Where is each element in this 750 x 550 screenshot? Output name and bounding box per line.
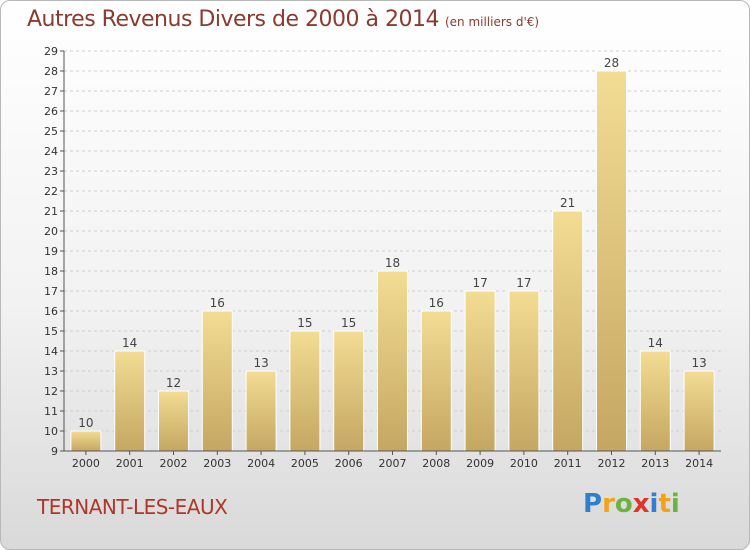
data-label: 14 bbox=[122, 336, 137, 350]
y-tick-label: 22 bbox=[44, 185, 58, 198]
data-label: 28 bbox=[604, 56, 619, 70]
unit-text: (en milliers d'€) bbox=[444, 15, 540, 29]
y-tick-label: 16 bbox=[44, 305, 58, 318]
y-tick-label: 20 bbox=[44, 225, 58, 238]
x-tick-label: 2012 bbox=[598, 457, 626, 470]
x-tick-label: 2004 bbox=[247, 457, 275, 470]
data-label: 13 bbox=[691, 356, 706, 370]
bar bbox=[289, 330, 321, 452]
city-name: TERNANT-LES-EAUX bbox=[37, 495, 228, 519]
y-tick-label: 15 bbox=[44, 325, 58, 338]
logo-letter: x bbox=[632, 489, 650, 519]
y-tick-label: 23 bbox=[44, 165, 58, 178]
logo-letter: t bbox=[658, 489, 671, 519]
y-tick-label: 24 bbox=[44, 145, 58, 158]
y-tick-label: 17 bbox=[44, 285, 58, 298]
y-tick-label: 14 bbox=[44, 345, 58, 358]
bar bbox=[158, 390, 189, 452]
bar bbox=[420, 310, 452, 452]
y-tick-label: 21 bbox=[44, 205, 58, 218]
bar bbox=[201, 310, 233, 452]
x-tick-label: 2008 bbox=[422, 457, 450, 470]
x-tick-label: 2013 bbox=[641, 457, 669, 470]
x-tick-label: 2011 bbox=[554, 457, 582, 470]
y-tick-label: 27 bbox=[44, 85, 58, 98]
y-tick-label: 29 bbox=[44, 45, 58, 58]
x-tick-label: 2001 bbox=[116, 457, 144, 470]
y-tick-label: 28 bbox=[44, 65, 58, 78]
y-tick-label: 11 bbox=[44, 405, 58, 418]
y-tick-label: 26 bbox=[44, 105, 58, 118]
x-tick-label: 2000 bbox=[72, 457, 100, 470]
y-tick-label: 18 bbox=[44, 265, 58, 278]
data-label: 14 bbox=[648, 336, 663, 350]
data-label: 16 bbox=[210, 296, 225, 310]
bar bbox=[464, 290, 496, 452]
bar bbox=[552, 210, 584, 452]
y-tick-label: 25 bbox=[44, 125, 58, 138]
x-tick-label: 2003 bbox=[203, 457, 231, 470]
data-label: 13 bbox=[253, 356, 268, 370]
y-tick-label: 10 bbox=[44, 425, 58, 438]
data-label: 10 bbox=[78, 416, 93, 430]
x-tick-label: 2002 bbox=[160, 457, 188, 470]
x-tick-label: 2006 bbox=[335, 457, 363, 470]
y-tick-label: 19 bbox=[44, 245, 58, 258]
data-label: 16 bbox=[429, 296, 444, 310]
logo-letter: i bbox=[649, 489, 659, 519]
bar bbox=[70, 430, 102, 452]
bars bbox=[70, 70, 715, 452]
x-tick-label: 2014 bbox=[685, 457, 713, 470]
data-labels: 10 14 12 16 13 15 15 18 16 17 17 21 28 14 13 bbox=[78, 56, 706, 430]
data-label: 21 bbox=[560, 196, 575, 210]
data-label: 15 bbox=[297, 316, 312, 330]
chart-title: Autres Revenus Divers de 2000 à 2014 (en … bbox=[27, 7, 539, 32]
bar bbox=[377, 270, 408, 452]
logo-letter: i bbox=[670, 489, 680, 519]
y-tick-label: 13 bbox=[44, 365, 58, 378]
data-label: 12 bbox=[166, 376, 181, 390]
logo-letter: r bbox=[602, 489, 615, 519]
bar bbox=[639, 350, 671, 452]
bar bbox=[596, 70, 627, 452]
bar bbox=[245, 370, 277, 452]
y-tick-label: 9 bbox=[51, 445, 58, 458]
logo-letter: P bbox=[583, 489, 603, 519]
bar bbox=[683, 370, 715, 452]
x-tick-label: 2005 bbox=[291, 457, 319, 470]
x-tick-label: 2010 bbox=[510, 457, 538, 470]
x-tick-label: 2007 bbox=[379, 457, 407, 470]
x-tick-label: 2009 bbox=[466, 457, 494, 470]
data-label: 18 bbox=[385, 256, 400, 270]
proxiti-logo: Proxiti bbox=[583, 489, 680, 519]
bar bbox=[114, 350, 146, 452]
bar bbox=[508, 290, 540, 452]
axes: 9 10 11 12 13 14 15 16 17 18 19 20 21 22 23 24 25 26 27 28 2… bbox=[44, 45, 721, 470]
y-tick-label: 12 bbox=[44, 385, 58, 398]
bar bbox=[333, 330, 365, 452]
data-label: 15 bbox=[341, 316, 356, 330]
data-label: 17 bbox=[472, 276, 487, 290]
title-text: Autres Revenus Divers de 2000 à 2014 bbox=[27, 7, 439, 32]
data-label: 17 bbox=[516, 276, 531, 290]
logo-letter: o bbox=[614, 489, 633, 519]
